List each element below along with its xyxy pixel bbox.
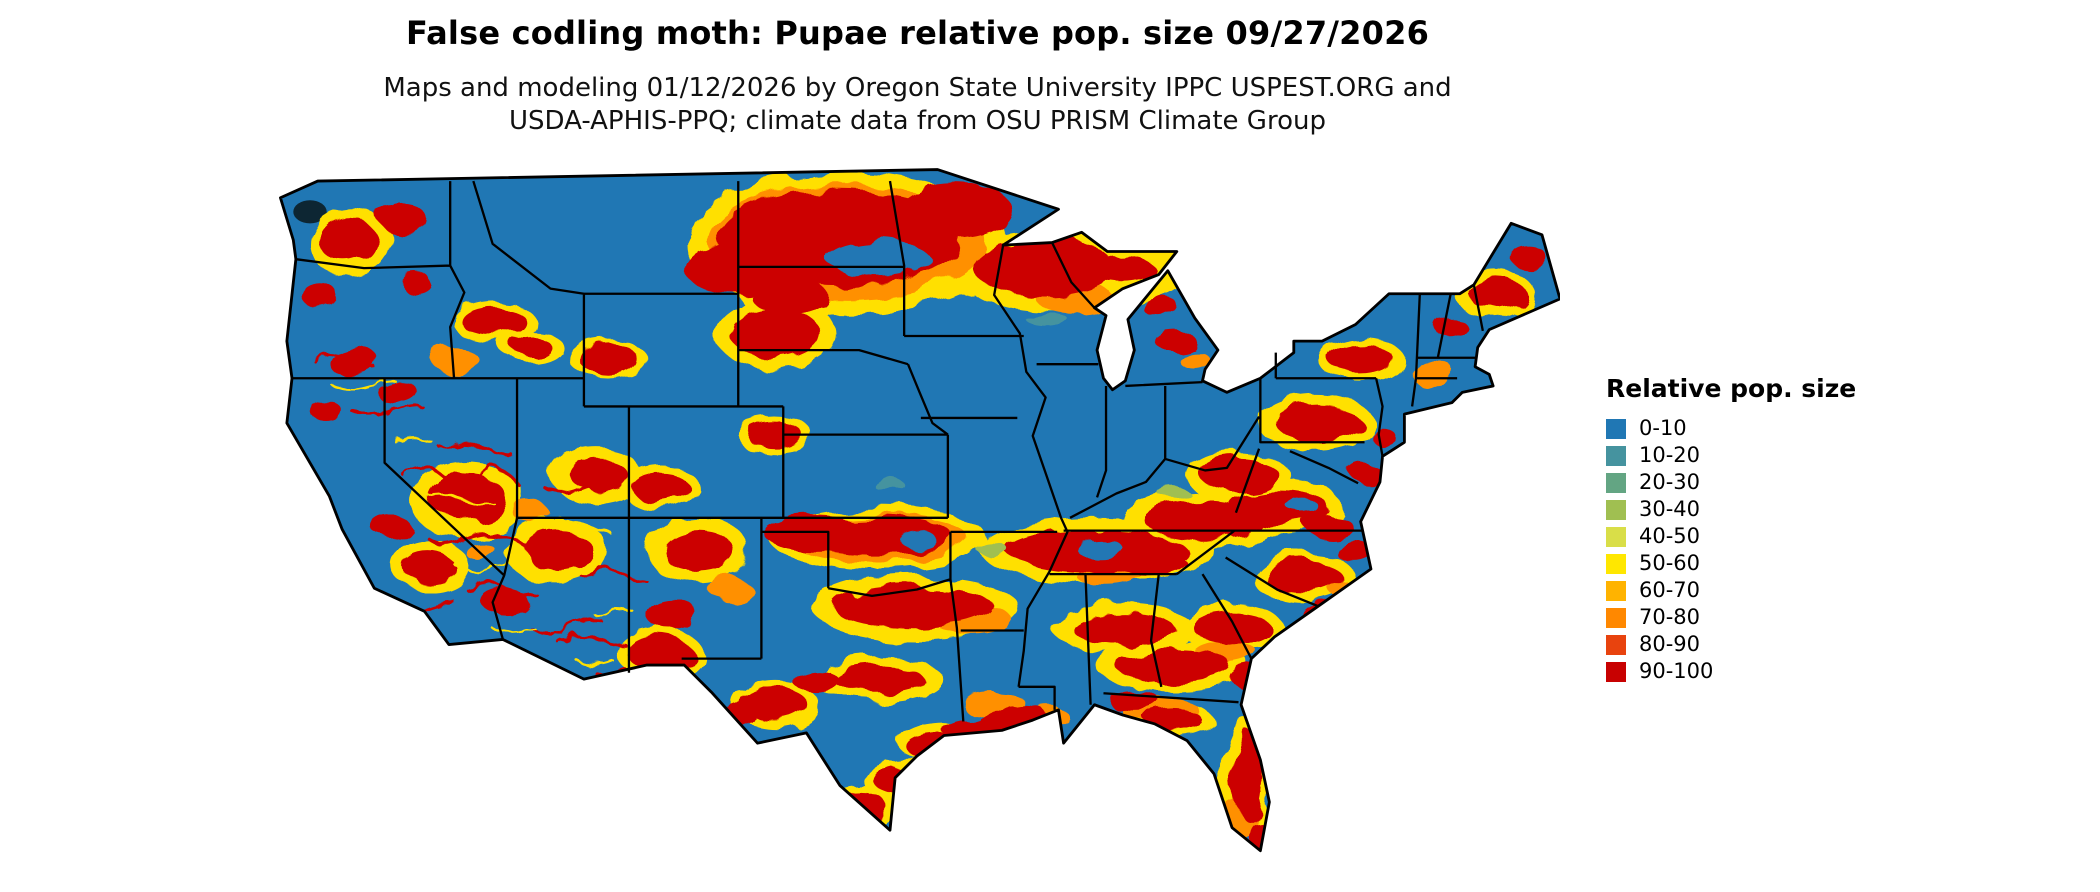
legend-item: 50-60 <box>1606 550 1856 577</box>
legend-item-label: 0-10 <box>1639 416 1687 440</box>
legend-item: 40-50 <box>1606 523 1856 550</box>
state-borders <box>292 180 1484 722</box>
legend-swatch <box>1606 553 1626 574</box>
legend-item-label: 20-30 <box>1639 470 1701 494</box>
legend-item: 90-100 <box>1606 658 1856 685</box>
legend-swatch <box>1606 634 1626 655</box>
legend-item: 0-10 <box>1606 415 1856 442</box>
legend-swatch <box>1606 580 1626 601</box>
legend-title: Relative pop. size <box>1606 374 1857 403</box>
us-border <box>279 168 1560 853</box>
legend-item: 10-20 <box>1606 442 1856 469</box>
legend-item-label: 70-80 <box>1639 605 1701 629</box>
header: False codling moth: Pupae relative pop. … <box>0 14 1835 138</box>
legend-swatch <box>1606 418 1626 439</box>
legend-item-label: 10-20 <box>1639 443 1701 467</box>
legend-item-label: 60-70 <box>1639 578 1701 602</box>
legend-swatch <box>1606 472 1626 493</box>
legend-item-label: 40-50 <box>1639 524 1701 548</box>
legend-item-label: 50-60 <box>1639 551 1701 575</box>
raster-overlay <box>293 173 1546 846</box>
subtitle-line-1: Maps and modeling 01/12/2026 by Oregon S… <box>383 73 1452 103</box>
legend-item: 80-90 <box>1606 631 1856 658</box>
legend-swatch <box>1606 526 1626 547</box>
legend-item: 30-40 <box>1606 496 1856 523</box>
legend-item: 60-70 <box>1606 577 1856 604</box>
subtitle-line-2: USDA-APHIS-PPQ; climate data from OSU PR… <box>509 106 1326 136</box>
page-title: False codling moth: Pupae relative pop. … <box>405 14 1430 52</box>
legend-item: 20-30 <box>1606 469 1856 496</box>
legend-swatch <box>1606 661 1626 682</box>
us-map-svg <box>279 168 1560 853</box>
map-subtitle: Maps and modeling 01/12/2026 by Oregon S… <box>0 72 1835 138</box>
legend-item-label: 90-100 <box>1639 659 1714 683</box>
legend-item: 70-80 <box>1606 604 1856 631</box>
legend: Relative pop. size 0-10 10-20 20-30 30-4… <box>1606 374 1856 685</box>
raster-contours <box>311 352 770 713</box>
legend-swatch <box>1606 607 1626 628</box>
conus-map <box>274 167 1560 884</box>
legend-swatch <box>1606 445 1626 466</box>
legend-item-label: 80-90 <box>1639 632 1701 656</box>
legend-item-label: 30-40 <box>1639 497 1701 521</box>
legend-swatch <box>1606 499 1626 520</box>
